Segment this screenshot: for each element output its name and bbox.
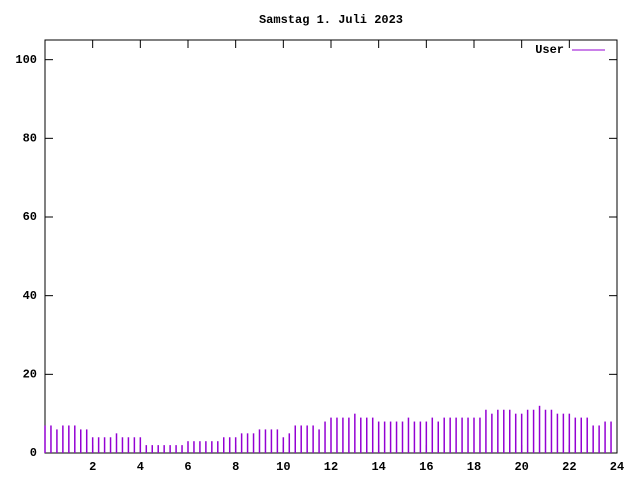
x-tick-label: 8 <box>232 460 239 474</box>
x-tick-label: 6 <box>184 460 191 474</box>
x-tick-label: 16 <box>419 460 433 474</box>
x-tick-label: 24 <box>610 460 624 474</box>
y-tick-label: 0 <box>30 446 37 460</box>
legend-label: User <box>535 43 564 57</box>
x-tick-label: 14 <box>371 460 385 474</box>
x-tick-label: 22 <box>562 460 576 474</box>
plot-border <box>44 39 618 454</box>
x-tick-label: 20 <box>514 460 528 474</box>
y-tick-label: 40 <box>23 289 37 303</box>
y-tick-label: 80 <box>23 132 37 146</box>
x-tick-label: 2 <box>89 460 96 474</box>
y-tick-label: 100 <box>15 53 37 67</box>
x-tick-label: 10 <box>276 460 290 474</box>
y-tick-label: 60 <box>23 210 37 224</box>
x-tick-label: 12 <box>324 460 338 474</box>
y-tick-label: 20 <box>23 368 37 382</box>
chart-title: Samstag 1. Juli 2023 <box>259 13 403 27</box>
x-tick-label: 18 <box>467 460 481 474</box>
x-tick-label: 4 <box>137 460 144 474</box>
